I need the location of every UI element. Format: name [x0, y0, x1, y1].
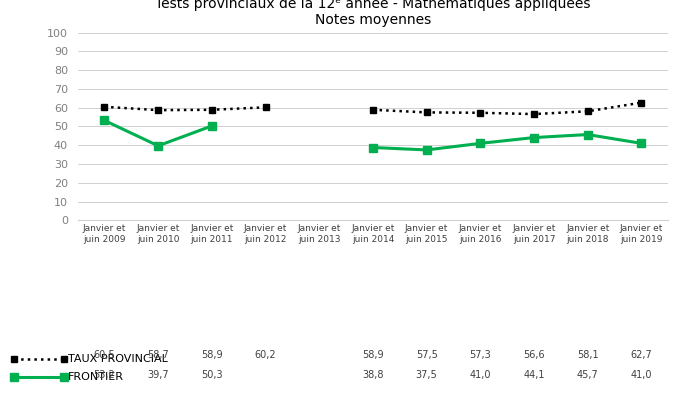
- Text: 41,0: 41,0: [470, 370, 491, 380]
- Text: Janvier et
juin 2011: Janvier et juin 2011: [190, 224, 234, 244]
- Text: 56,6: 56,6: [523, 350, 545, 360]
- Text: 53,2: 53,2: [94, 370, 115, 380]
- Text: 41,0: 41,0: [630, 370, 652, 380]
- Text: Janvier et
juin 2010: Janvier et juin 2010: [136, 224, 180, 244]
- Text: 60,2: 60,2: [254, 350, 276, 360]
- Text: 58,9: 58,9: [201, 350, 223, 360]
- Text: Janvier et
juin 2013: Janvier et juin 2013: [298, 224, 341, 244]
- Text: 45,7: 45,7: [577, 370, 599, 380]
- Text: 38,8: 38,8: [362, 370, 383, 380]
- Text: 58,9: 58,9: [362, 350, 384, 360]
- Text: Janvier et
juin 2017: Janvier et juin 2017: [512, 224, 556, 244]
- Text: 44,1: 44,1: [523, 370, 545, 380]
- Text: 57,3: 57,3: [469, 350, 491, 360]
- Text: 57,5: 57,5: [416, 350, 437, 360]
- Text: TAUX PROVINCIAL: TAUX PROVINCIAL: [68, 354, 167, 364]
- Text: Janvier et
juin 2009: Janvier et juin 2009: [83, 224, 126, 244]
- Text: 62,7: 62,7: [630, 350, 652, 360]
- Text: 58,1: 58,1: [577, 350, 599, 360]
- Text: FRONTIER: FRONTIER: [68, 373, 124, 382]
- Text: Janvier et
juin 2012: Janvier et juin 2012: [244, 224, 288, 244]
- Text: 60,5: 60,5: [94, 350, 115, 360]
- Text: 58,7: 58,7: [147, 350, 169, 360]
- Title: Tests provinciaux de la 12ᵉ année - Mathématiques appliquées
Notes moyennes: Tests provinciaux de la 12ᵉ année - Math…: [155, 0, 591, 27]
- Text: 39,7: 39,7: [147, 370, 169, 380]
- Text: Janvier et
juin 2014: Janvier et juin 2014: [351, 224, 395, 244]
- Text: 37,5: 37,5: [416, 370, 437, 380]
- Text: Janvier et
juin 2018: Janvier et juin 2018: [566, 224, 610, 244]
- Text: Janvier et
juin 2015: Janvier et juin 2015: [405, 224, 448, 244]
- Text: Janvier et
juin 2019: Janvier et juin 2019: [620, 224, 663, 244]
- Text: Janvier et
juin 2016: Janvier et juin 2016: [458, 224, 502, 244]
- Text: 50,3: 50,3: [201, 370, 223, 380]
